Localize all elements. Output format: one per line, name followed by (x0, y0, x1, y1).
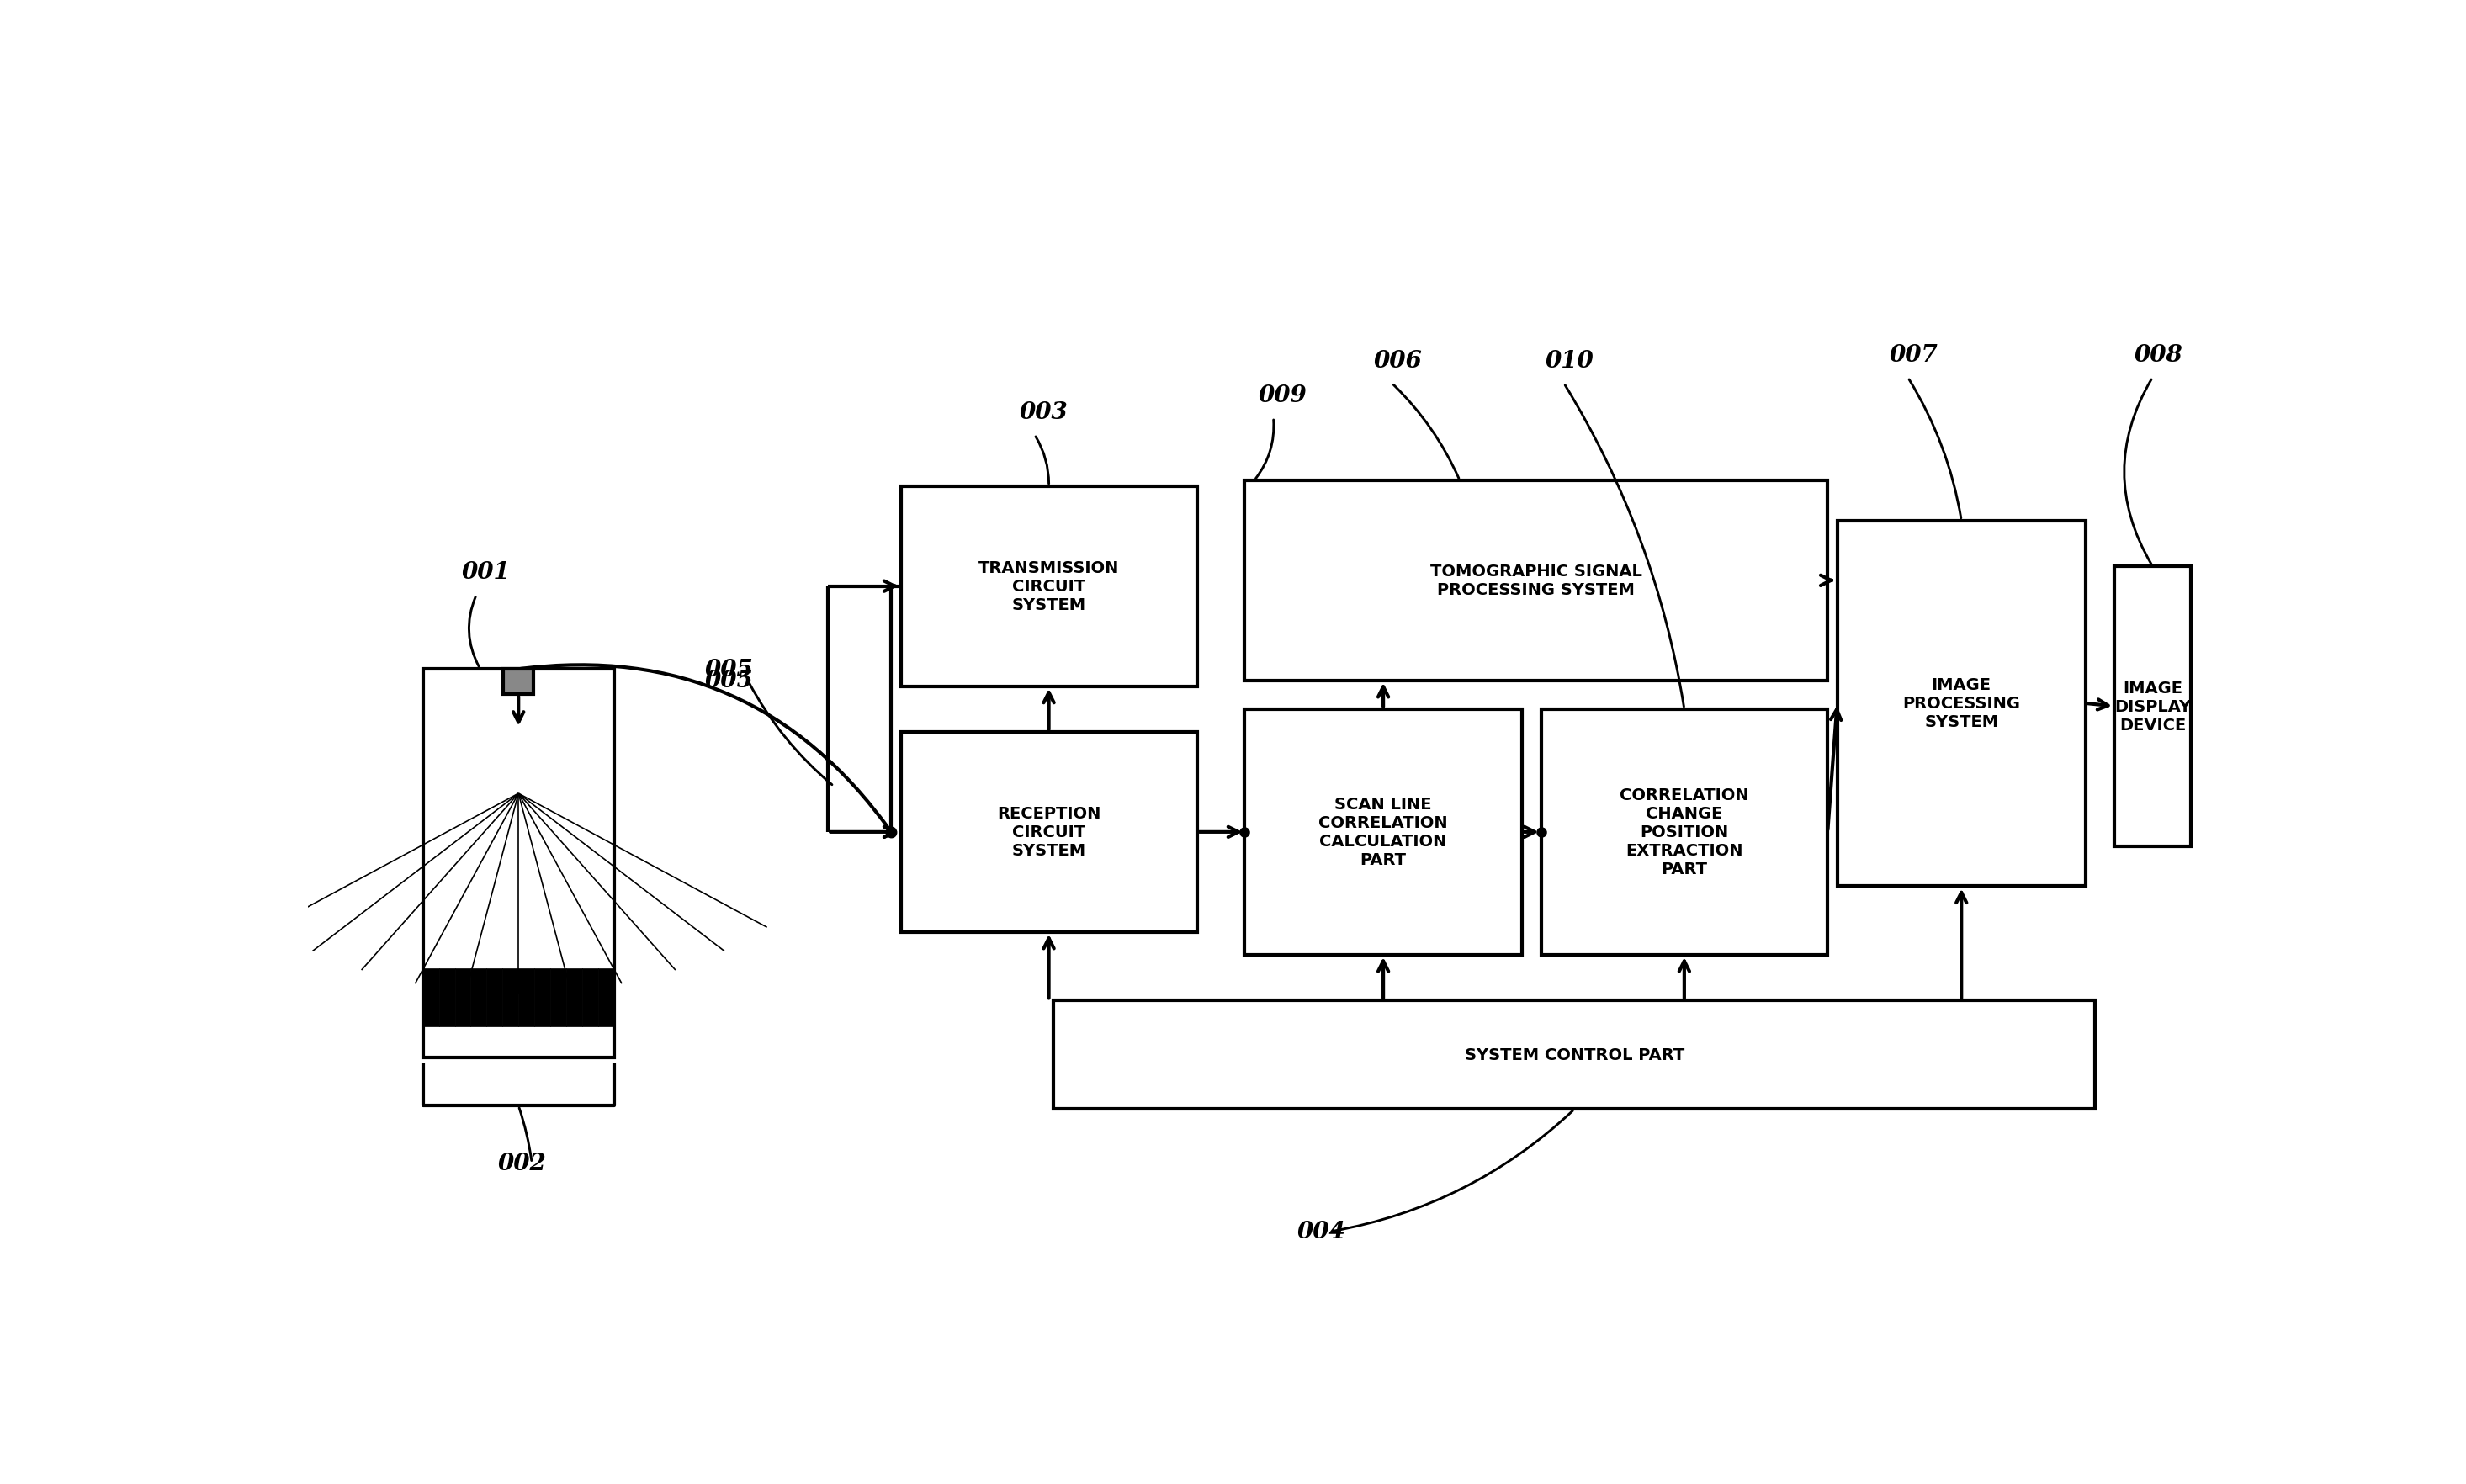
Text: 004: 004 (1297, 1220, 1346, 1244)
Text: 005: 005 (705, 659, 752, 681)
Bar (503, 669, 533, 695)
Text: TRANSMISSION
CIRCUIT
SYSTEM: TRANSMISSION CIRCUIT SYSTEM (979, 559, 1120, 613)
Text: IMAGE
PROCESSING
SYSTEM: IMAGE PROCESSING SYSTEM (1901, 677, 2020, 730)
Bar (1541, 709, 1827, 956)
Text: 005: 005 (705, 669, 752, 692)
Text: 009: 009 (1258, 384, 1307, 407)
Text: IMAGE
DISPLAY
DEVICE: IMAGE DISPLAY DEVICE (2113, 680, 2190, 733)
Bar (1053, 1000, 2096, 1110)
Bar (599, 969, 614, 1027)
Text: 002: 002 (498, 1152, 547, 1174)
Bar (424, 969, 439, 1027)
Bar (582, 969, 599, 1027)
Bar (900, 487, 1196, 687)
Bar (439, 969, 454, 1027)
Bar (503, 969, 518, 1027)
Text: RECEPTION
CIRCUIT
SYSTEM: RECEPTION CIRCUIT SYSTEM (996, 806, 1100, 859)
Bar (550, 969, 567, 1027)
Bar (486, 969, 503, 1027)
Bar (900, 732, 1196, 932)
Text: 008: 008 (2133, 344, 2182, 367)
Text: TOMOGRAPHIC SIGNAL
PROCESSING SYSTEM: TOMOGRAPHIC SIGNAL PROCESSING SYSTEM (1430, 564, 1642, 598)
Bar (1245, 481, 1827, 681)
Bar (567, 969, 582, 1027)
Text: SYSTEM CONTROL PART: SYSTEM CONTROL PART (1465, 1048, 1684, 1063)
Text: 010: 010 (1546, 350, 1593, 372)
Bar (518, 969, 535, 1027)
Text: SCAN LINE
CORRELATION
CALCULATION
PART: SCAN LINE CORRELATION CALCULATION PART (1319, 797, 1448, 868)
Text: 001: 001 (461, 561, 510, 583)
Bar (454, 969, 471, 1027)
Bar (2113, 567, 2190, 846)
Bar (1245, 709, 1522, 956)
Bar (1837, 521, 2086, 886)
Bar (471, 969, 486, 1027)
Text: 006: 006 (1374, 350, 1423, 372)
Bar (424, 669, 614, 1058)
Bar (535, 969, 550, 1027)
Text: 003: 003 (1021, 401, 1068, 424)
Text: 007: 007 (1889, 344, 1938, 367)
Text: CORRELATION
CHANGE
POSITION
EXTRACTION
PART: CORRELATION CHANGE POSITION EXTRACTION P… (1620, 788, 1748, 877)
